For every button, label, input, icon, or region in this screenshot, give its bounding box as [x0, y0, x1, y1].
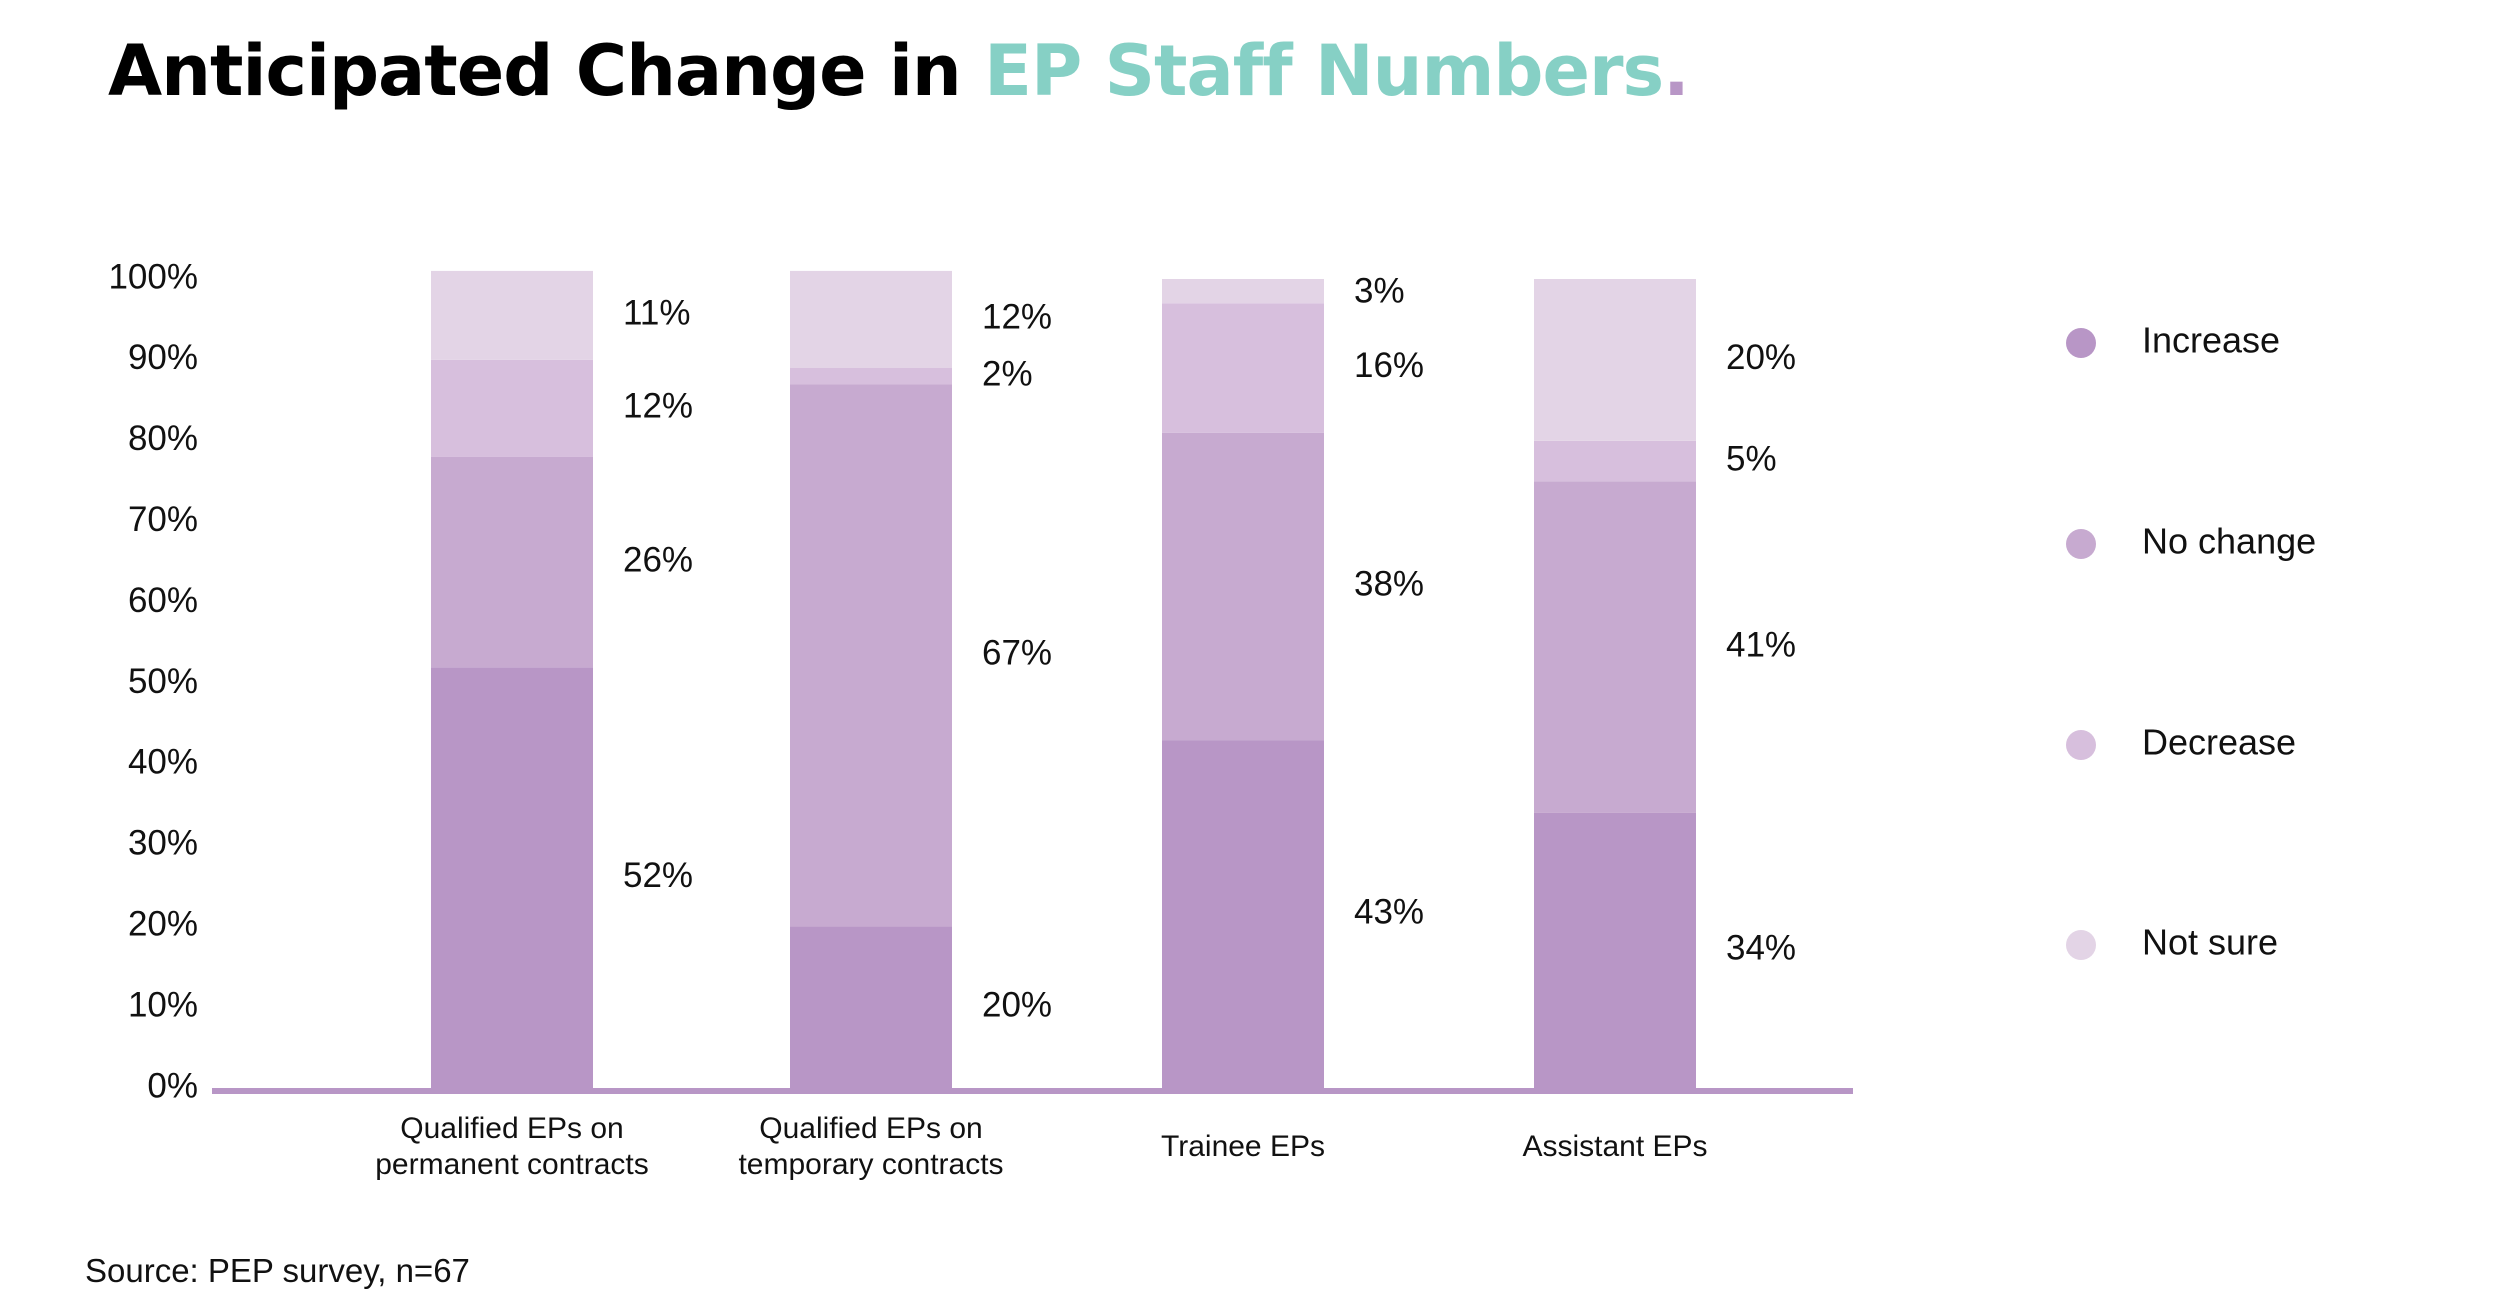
y-tick-label: 70%	[128, 500, 198, 539]
bar-segment-no-change	[1162, 432, 1324, 741]
data-label-decrease: 16%	[1354, 346, 1424, 385]
legend-marker-decrease	[2066, 730, 2096, 760]
data-label-no-change: 38%	[1354, 565, 1424, 604]
data-label-increase: 52%	[623, 856, 693, 895]
bars	[431, 270, 1696, 1088]
data-label-decrease: 12%	[623, 387, 693, 426]
y-tick-label: 90%	[128, 338, 198, 377]
data-label-decrease: 2%	[982, 354, 1033, 393]
bar-segment-increase	[1162, 740, 1324, 1088]
y-tick-label: 10%	[128, 985, 198, 1024]
legend-label-increase: Increase	[2142, 320, 2280, 361]
legend-label-not-sure: Not sure	[2142, 922, 2278, 963]
data-label-not-sure: 3%	[1354, 271, 1405, 310]
bar-segment-increase	[790, 926, 952, 1088]
bar-segment-decrease	[431, 359, 593, 457]
bar-segment-decrease	[1534, 440, 1696, 482]
y-tick-label: 0%	[147, 1066, 198, 1105]
data-label-not-sure: 20%	[1726, 338, 1796, 377]
y-tick-label: 20%	[128, 904, 198, 943]
data-label-not-sure: 11%	[623, 294, 690, 333]
bar-segment-no-change	[431, 456, 593, 668]
title-prefix: Anticipated Change in	[108, 30, 985, 112]
bar-segment-increase	[431, 667, 593, 1088]
data-label-decrease: 5%	[1726, 439, 1777, 478]
bar-segment-not-sure	[790, 270, 952, 368]
data-label-increase: 20%	[982, 985, 1052, 1024]
data-label-no-change: 67%	[982, 633, 1052, 672]
bar-segment-not-sure	[1534, 279, 1696, 441]
legend-marker-no-change	[2066, 529, 2096, 559]
data-labels: 52% 26% 12% 11% 20% 67% 2% 12% 43% 38% 16% 3% 34% 41%…	[623, 271, 1796, 1024]
legend-marker-increase	[2066, 328, 2096, 358]
data-label-not-sure: 12%	[982, 298, 1052, 337]
bar-segment-increase	[1534, 812, 1696, 1088]
legend-label-no-change: No change	[2142, 521, 2316, 562]
bar-segment-no-change	[1534, 481, 1696, 813]
bar-segment-decrease	[1162, 303, 1324, 433]
source-note: Source: PEP survey, n=67	[85, 1252, 470, 1289]
y-tick-label: 40%	[128, 743, 198, 782]
x-category-label: Trainee EPs	[1161, 1130, 1325, 1163]
title-highlight: EP Staff Numbers	[984, 30, 1664, 112]
data-label-increase: 34%	[1726, 929, 1796, 968]
data-label-no-change: 41%	[1726, 625, 1796, 664]
y-tick-label: 60%	[128, 581, 198, 620]
y-tick-label: 100%	[108, 257, 198, 296]
data-label-no-change: 26%	[623, 540, 693, 579]
x-category-label: permanent contracts	[375, 1148, 648, 1181]
legend: Increase No change Decrease Not sure	[2066, 320, 2316, 963]
x-category-label: Qualified EPs on	[400, 1112, 623, 1145]
y-tick-label: 30%	[128, 824, 198, 863]
chart-title: Anticipated Change in EP Staff Numbers.	[108, 30, 1690, 112]
legend-label-decrease: Decrease	[2142, 722, 2296, 763]
y-tick-label: 50%	[128, 662, 198, 701]
x-category-label: temporary contracts	[738, 1148, 1003, 1181]
bar-segment-decrease	[790, 367, 952, 385]
y-axis-ticks: 0% 10% 20% 30% 40% 50% 60% 70% 80% 90% 100%	[108, 257, 198, 1105]
y-tick-label: 80%	[128, 419, 198, 458]
bar-segment-not-sure	[1162, 279, 1324, 304]
bar-segment-not-sure	[431, 270, 593, 360]
x-category-label: Assistant EPs	[1522, 1130, 1707, 1163]
legend-marker-not-sure	[2066, 930, 2096, 960]
bar-segment-no-change	[790, 384, 952, 927]
title-dot: .	[1663, 30, 1690, 112]
data-label-increase: 43%	[1354, 892, 1424, 931]
x-category-label: Qualified EPs on	[759, 1112, 982, 1145]
